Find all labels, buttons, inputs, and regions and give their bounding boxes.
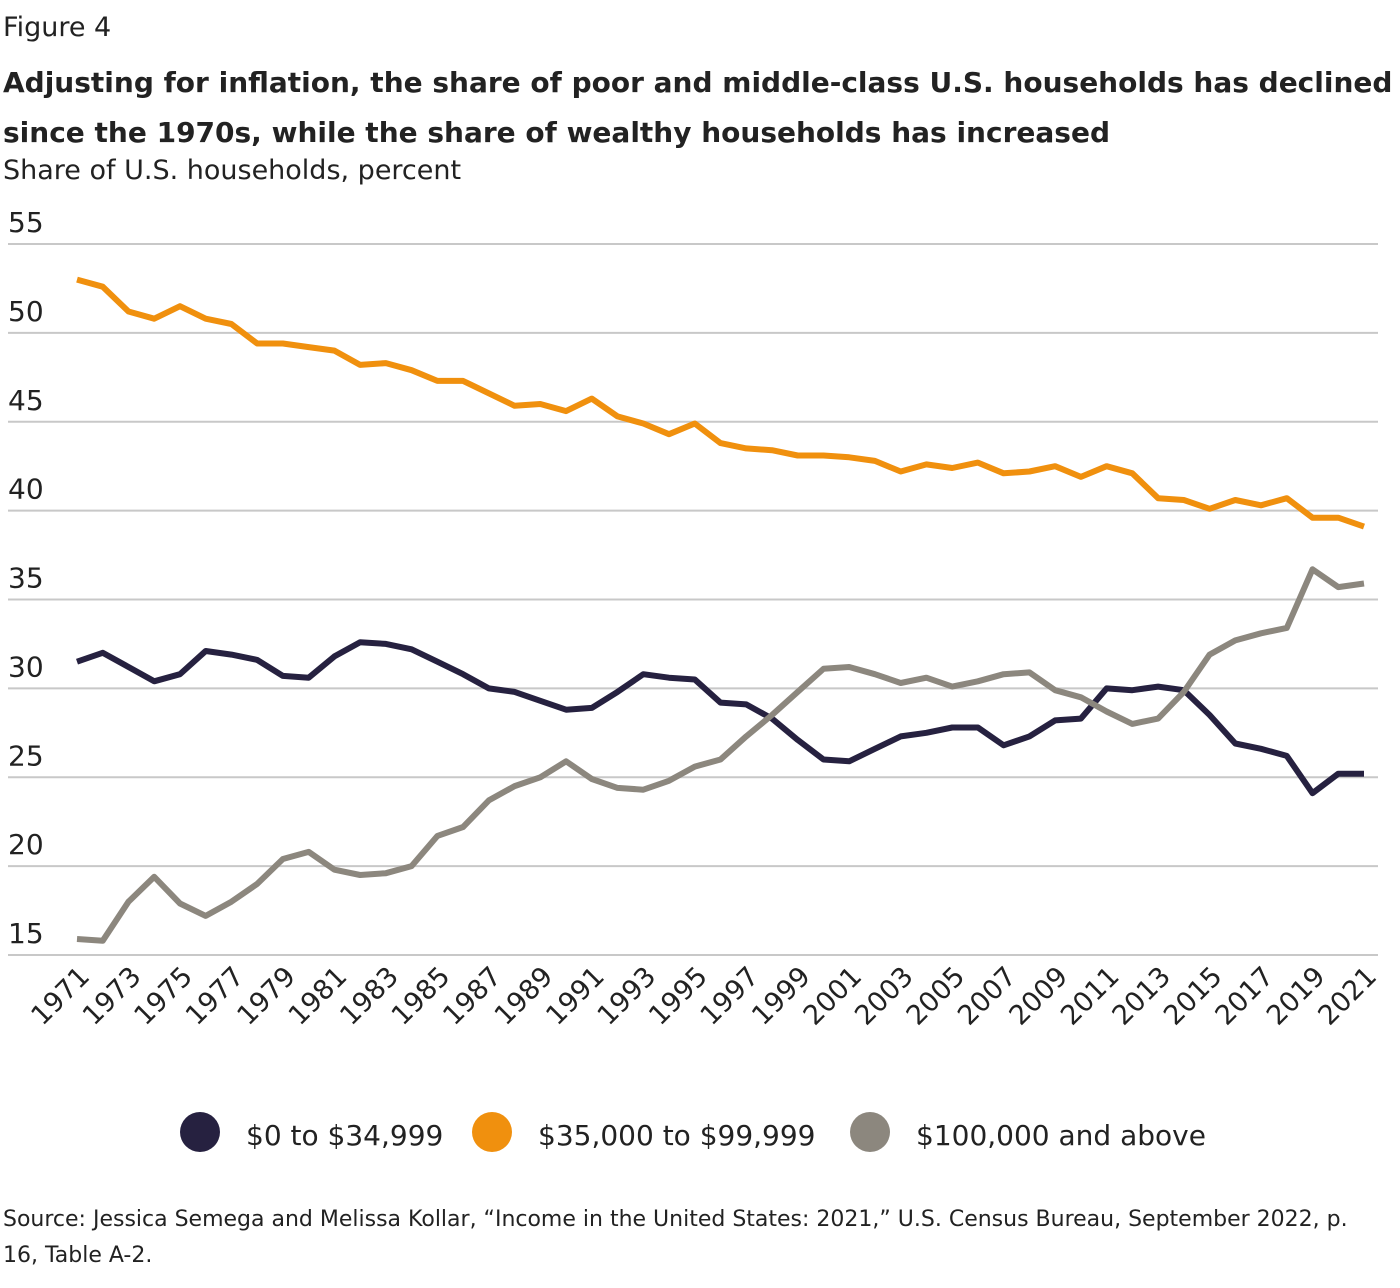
x-tick-label: 2017 [1209, 961, 1280, 1032]
legend-label: $100,000 and above [916, 1119, 1206, 1152]
y-tick-label: 20 [8, 828, 44, 861]
x-tick-label: 2005 [901, 961, 972, 1032]
x-tick-label: 1999 [746, 961, 817, 1032]
y-tick-label: 15 [8, 917, 44, 950]
x-tick-label: 1991 [540, 961, 611, 1032]
legend-marker [850, 1112, 890, 1152]
x-tick-label: 2019 [1261, 961, 1332, 1032]
y-tick-label: 45 [8, 384, 44, 417]
x-tick-label: 1973 [77, 961, 148, 1032]
x-tick-label: 1993 [592, 961, 663, 1032]
x-tick-label: 1981 [283, 961, 354, 1032]
series-line [76, 276, 1365, 530]
chart-title: Adjusting for inflation, the share of po… [3, 66, 1393, 149]
x-tick-label: 2013 [1107, 961, 1178, 1032]
y-tick-label: 25 [8, 739, 44, 772]
y-tick-label: 30 [8, 650, 44, 683]
source-note: Source: Jessica Semega and Melissa Kolla… [3, 1207, 1348, 1268]
x-tick-label: 1983 [334, 961, 405, 1032]
figure-label: Figure 4 [3, 12, 112, 43]
x-tick-label: 2003 [849, 961, 920, 1032]
series-line [76, 639, 1364, 797]
y-tick-label: 50 [8, 295, 44, 328]
x-tick-label: 1975 [128, 961, 199, 1032]
x-tick-label: 1989 [489, 961, 560, 1032]
x-tick-label: 2015 [1158, 961, 1229, 1032]
y-tick-label: 55 [8, 206, 44, 239]
legend-marker [472, 1112, 512, 1152]
x-tick-label: 1987 [437, 961, 508, 1032]
x-tick-label: 2007 [952, 961, 1023, 1032]
chart: 1520253035404550551971197319751977197919… [8, 206, 1383, 1152]
legend-label: $0 to $34,999 [246, 1119, 443, 1152]
y-tick-label: 40 [8, 473, 44, 506]
x-tick-label: 2009 [1004, 961, 1075, 1032]
legend-marker [180, 1112, 220, 1152]
x-tick-label: 1979 [231, 961, 302, 1032]
x-tick-label: 2011 [1055, 961, 1126, 1032]
legend-label: $35,000 to $99,999 [538, 1119, 815, 1152]
x-tick-label: 1977 [180, 961, 251, 1032]
x-tick-label: 2021 [1312, 961, 1383, 1032]
x-tick-label: 2001 [798, 961, 869, 1032]
x-tick-label: 1985 [386, 961, 457, 1032]
y-tick-label: 35 [8, 562, 44, 595]
x-tick-label: 1995 [643, 961, 714, 1032]
y-axis-label: Share of U.S. households, percent [3, 155, 462, 186]
series-line [76, 566, 1365, 944]
x-tick-label: 1997 [695, 961, 766, 1032]
x-tick-label: 1971 [25, 961, 96, 1032]
